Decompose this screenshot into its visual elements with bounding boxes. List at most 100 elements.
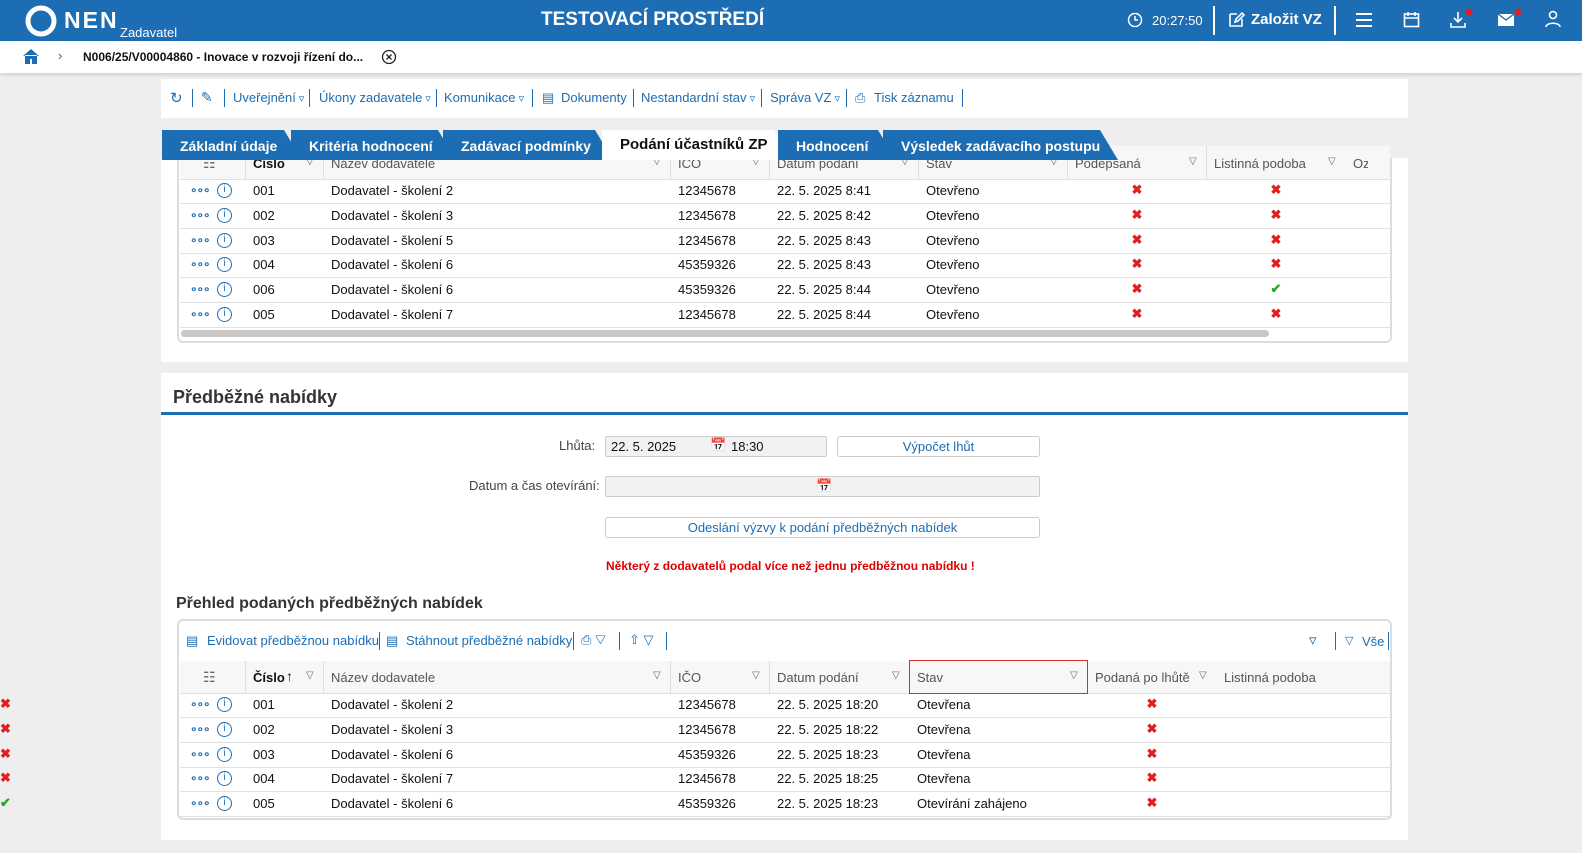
- menu-icon[interactable]: [1355, 12, 1373, 28]
- sort-icon: ↑: [286, 668, 293, 684]
- cross-icon: ✖: [1132, 232, 1143, 248]
- row-info[interactable]: i: [217, 307, 232, 322]
- home-icon[interactable]: [22, 48, 40, 65]
- cross-icon: ✖: [1147, 770, 1158, 786]
- separator: [1213, 6, 1215, 35]
- cross-icon: ✖: [1271, 207, 1282, 223]
- create-button[interactable]: Založit VZ: [1251, 11, 1322, 28]
- add-action[interactable]: Evidovat předběžnou nabídku: [207, 633, 379, 648]
- toolbar-item[interactable]: Dokumenty: [561, 90, 627, 105]
- print-menu[interactable]: ⎙ ▽: [581, 632, 606, 648]
- row-line: [180, 253, 1390, 254]
- column-settings-icon[interactable]: ☷: [203, 669, 216, 686]
- cross-icon: ✖: [1132, 281, 1143, 297]
- cell: 22. 5. 2025 8:41: [777, 183, 916, 198]
- row-info[interactable]: i: [217, 722, 232, 737]
- column-filter[interactable]: ▽: [1199, 670, 1207, 681]
- check-icon: ✔: [0, 795, 11, 811]
- cell: 001: [253, 697, 321, 712]
- tab[interactable]: Zadávací podmínky: [443, 130, 613, 160]
- row-menu[interactable]: ∘∘∘: [190, 233, 210, 247]
- separator: [1334, 6, 1336, 35]
- cell: 12345678: [678, 307, 767, 322]
- column-divider: [323, 661, 324, 693]
- refresh-icon[interactable]: ↻: [170, 89, 183, 107]
- toolbar-item[interactable]: Komunikace ▿: [444, 90, 524, 105]
- row-menu[interactable]: ∘∘∘: [190, 796, 210, 810]
- row-info[interactable]: i: [217, 697, 232, 712]
- column-filter[interactable]: ▽: [306, 670, 314, 681]
- mail-icon[interactable]: [1497, 8, 1523, 30]
- column-header[interactable]: Listinná podoba: [1214, 156, 1323, 171]
- separator: [633, 89, 634, 107]
- row-menu[interactable]: ∘∘∘: [190, 771, 210, 785]
- cell: Otevřeno: [926, 307, 1065, 322]
- send-button[interactable]: Odeslání výzvy k podání předběžných nabí…: [605, 517, 1040, 538]
- cell: Otevřeno: [926, 233, 1065, 248]
- download-icon[interactable]: [1450, 8, 1474, 30]
- toolbar-item[interactable]: Nestandardní stav ▿: [641, 90, 755, 105]
- row-menu[interactable]: ∘∘∘: [190, 697, 210, 711]
- filter-all[interactable]: Vše: [1362, 634, 1384, 649]
- calendar-icon[interactable]: [1403, 11, 1420, 28]
- column-divider: [245, 661, 246, 693]
- clock-icon: [1127, 12, 1143, 28]
- export-menu[interactable]: ⇧ ▽: [629, 632, 654, 648]
- cell: 12345678: [678, 771, 767, 786]
- tab[interactable]: Základní údaje: [162, 130, 302, 160]
- tab[interactable]: Výsledek zadávacího postupu: [883, 130, 1118, 160]
- user-icon[interactable]: [1545, 10, 1561, 28]
- opening-label: Datum a čas otevírání:: [469, 478, 600, 493]
- column-filter[interactable]: ▽: [1328, 156, 1336, 167]
- calc-button[interactable]: Výpočet lhůt: [837, 436, 1040, 457]
- tab[interactable]: Podání účastníků ZP: [602, 130, 792, 160]
- row-info[interactable]: i: [217, 233, 232, 248]
- row-menu[interactable]: ∘∘∘: [190, 208, 210, 222]
- column-filter[interactable]: ▽: [752, 670, 760, 681]
- tab[interactable]: Hodnocení: [778, 130, 896, 160]
- edit-icon[interactable]: ✎: [201, 89, 213, 106]
- cross-icon: ✖: [1271, 306, 1282, 322]
- tab[interactable]: Kritéria hodnocení: [291, 130, 456, 160]
- cross-icon: ✖: [1147, 795, 1158, 811]
- toolbar-item[interactable]: Správa VZ ▿: [770, 90, 840, 105]
- cell: Dodavatel - školení 6: [331, 796, 668, 811]
- download-icon: ▤: [386, 633, 398, 649]
- row-menu[interactable]: ∘∘∘: [190, 722, 210, 736]
- column-filter[interactable]: ▽: [892, 670, 900, 681]
- row-line: [180, 767, 1390, 768]
- cell: 12345678: [678, 208, 767, 223]
- column-header[interactable]: Datum podání: [777, 670, 887, 685]
- column-filter[interactable]: ▽: [1189, 156, 1197, 167]
- cell: Otevřeno: [926, 282, 1065, 297]
- download-action[interactable]: Stáhnout předběžné nabídky: [406, 633, 572, 648]
- column-header[interactable]: Číslo: [253, 670, 301, 685]
- column-header[interactable]: IČO: [678, 670, 747, 685]
- row-menu[interactable]: ∘∘∘: [190, 282, 210, 296]
- row-menu[interactable]: ∘∘∘: [190, 747, 210, 761]
- close-icon[interactable]: [381, 49, 397, 65]
- column-header[interactable]: Název dodavatele: [331, 670, 648, 685]
- filter-icon[interactable]: ▿: [1309, 631, 1317, 649]
- toolbar-item[interactable]: Uveřejnění ▿: [233, 90, 304, 105]
- row-menu[interactable]: ∘∘∘: [190, 307, 210, 321]
- deadline-date: 22. 5. 2025: [611, 439, 676, 454]
- row-menu[interactable]: ∘∘∘: [190, 257, 210, 271]
- row-info[interactable]: i: [217, 747, 232, 762]
- row-info[interactable]: i: [217, 208, 232, 223]
- row-menu[interactable]: ∘∘∘: [190, 183, 210, 197]
- row-info[interactable]: i: [217, 183, 232, 198]
- separator: [761, 89, 762, 107]
- cell: Otevřena: [917, 697, 1085, 712]
- toolbar-item[interactable]: Tisk záznamu: [874, 90, 954, 105]
- cell: Otevírání zahájeno: [917, 796, 1085, 811]
- column-filter[interactable]: ▽: [653, 670, 661, 681]
- column-header[interactable]: Podaná po lhůtě: [1095, 670, 1194, 685]
- cross-icon: ✖: [1132, 207, 1143, 223]
- calendar-icon[interactable]: 📅: [710, 437, 726, 453]
- column-header[interactable]: Listinná podoba: [1224, 670, 1368, 685]
- column-header[interactable]: Označ: [1353, 156, 1368, 171]
- toolbar-item[interactable]: Úkony zadavatele ▿: [319, 90, 431, 105]
- breadcrumb-title[interactable]: N006/25/V00004860 - Inovace v rozvoji ří…: [83, 50, 363, 64]
- chevron: ›: [58, 48, 62, 63]
